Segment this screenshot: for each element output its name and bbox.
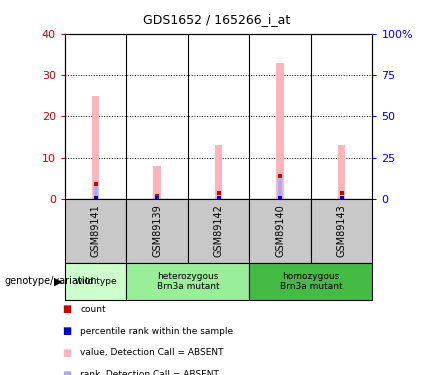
Text: GDS1652 / 165266_i_at: GDS1652 / 165266_i_at (143, 13, 290, 26)
Bar (188, 199, 249, 262)
Text: GSM89139: GSM89139 (152, 204, 162, 257)
Text: rank, Detection Call = ABSENT: rank, Detection Call = ABSENT (80, 370, 219, 375)
Bar (155, 196, 159, 199)
Text: ▶: ▶ (54, 276, 63, 286)
Bar (217, 193, 220, 199)
Text: GSM89142: GSM89142 (213, 204, 224, 257)
Text: GSM89141: GSM89141 (90, 204, 101, 257)
Bar (249, 199, 311, 262)
Bar (153, 166, 161, 199)
Bar (276, 63, 284, 199)
Text: ■: ■ (62, 326, 72, 336)
Bar (278, 176, 282, 199)
Text: GSM89143: GSM89143 (336, 204, 347, 257)
Text: heterozygous
Brn3a mutant: heterozygous Brn3a mutant (157, 272, 219, 291)
Text: ■: ■ (62, 348, 72, 358)
Bar (338, 145, 346, 199)
Bar (126, 262, 249, 300)
Bar (94, 184, 97, 199)
Text: GSM89140: GSM89140 (275, 204, 285, 257)
Text: genotype/variation: genotype/variation (4, 276, 97, 286)
Bar (340, 193, 343, 199)
Bar (92, 96, 100, 199)
Text: wild type: wild type (75, 277, 116, 286)
Text: percentile rank within the sample: percentile rank within the sample (80, 327, 233, 336)
Text: homozygous
Brn3a mutant: homozygous Brn3a mutant (280, 272, 342, 291)
Bar (311, 199, 372, 262)
Bar (126, 199, 188, 262)
Text: count: count (80, 305, 106, 314)
Text: ■: ■ (62, 304, 72, 314)
Bar (215, 145, 223, 199)
Text: ■: ■ (62, 370, 72, 375)
Bar (65, 199, 126, 262)
Bar (249, 262, 372, 300)
Bar (65, 262, 126, 300)
Text: value, Detection Call = ABSENT: value, Detection Call = ABSENT (80, 348, 223, 357)
